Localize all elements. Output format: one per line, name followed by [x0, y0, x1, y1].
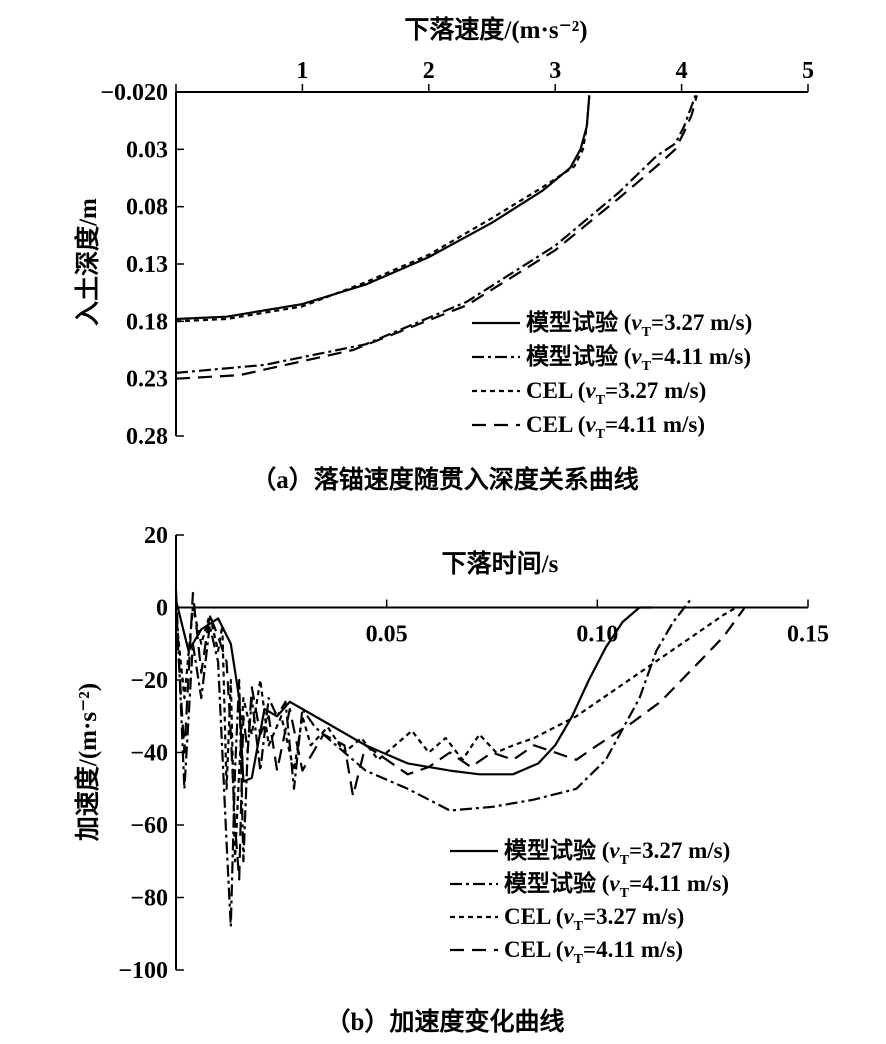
chart-a-x-tick-label: 3 [549, 58, 561, 84]
chart-a-x-tick-label: 1 [296, 58, 308, 84]
chart-a-series-4 [175, 95, 698, 380]
chart-a-legend-entry: 模型试验 (vT=3.27 m/s) [526, 309, 752, 340]
chart-a-series-3 [175, 95, 591, 323]
chart-a-y-tick-label: 0.28 [126, 424, 168, 450]
chart-a-x-tick-label: 5 [802, 58, 814, 84]
chart-a-series-1 [175, 95, 591, 321]
chart-a-y-tick-label: −0.020 [100, 80, 168, 106]
chart-a-ylabel: 入土深度/m [73, 198, 102, 326]
chart-b-series-2 [174, 589, 691, 928]
chart-a-legend-entry: 模型试验 (vT=4.11 m/s) [526, 343, 751, 374]
chart-b-x-tick-label: 0.15 [787, 622, 829, 648]
chart-b-legend-entry: 模型试验 (vT=4.11 m/s) [504, 870, 729, 901]
chart-b-legend-entry: 模型试验 (vT=3.27 m/s) [504, 837, 730, 868]
chart-a-y-tick-label: 0.03 [126, 137, 168, 163]
chart-b-y-tick-label: 0 [156, 596, 168, 622]
chart-b-y-tick-label: −60 [130, 813, 168, 839]
chart-b-ylabel: 加速度/(m·s⁻²) [73, 683, 102, 842]
chart-b: 下落时间/s 加速度/(m·s⁻²) 0.05 0.10 0.15 20 0 −20 −40… [73, 523, 829, 1036]
chart-b-series-3 [174, 606, 737, 863]
chart-b-series-4 [174, 591, 746, 881]
chart-b-legend-entry: CEL (vT=3.27 m/s) [504, 904, 684, 934]
chart-a: 下落速度/(m·s⁻²) 入土深度/m 1 2 3 4 5 −0.020 0.03 0.08 0… [73, 15, 814, 494]
chart-b-y-tick-label: −40 [130, 741, 168, 767]
chart-b-caption: （b）加速度变化曲线 [326, 1007, 565, 1036]
chart-b-y-tick-label: −20 [130, 668, 168, 694]
chart-a-x-tick-label: 4 [676, 58, 688, 84]
chart-a-y-tick-label: 0.18 [126, 309, 168, 335]
chart-b-y-tick-label: −100 [118, 958, 168, 984]
chart-a-legend-entry: CEL (vT=3.27 m/s) [526, 378, 706, 408]
chart-a-caption: （a）落锚速度随贯入深度关系曲线 [251, 465, 639, 494]
chart-a-y-tick-label: 0.13 [126, 252, 168, 278]
chart-a-xlabel: 下落速度/(m·s⁻²) [404, 15, 587, 44]
chart-a-y-tick-label: 0.08 [126, 195, 168, 221]
chart-b-legend-entry: CEL (vT=4.11 m/s) [504, 937, 683, 967]
chart-b-y-tick-label: 20 [144, 523, 168, 549]
chart-b-y-tick-label: −80 [130, 886, 168, 912]
chart-a-x-tick-label: 2 [423, 58, 435, 84]
chart-a-series-2 [175, 95, 697, 374]
chart-b-xlabel: 下落时间/s [442, 550, 559, 578]
chart-b-series-1 [174, 600, 653, 783]
chart-a-y-tick-label: 0.23 [126, 367, 168, 393]
chart-b-x-tick-label: 0.05 [366, 622, 408, 648]
chart-b-x-tick-label: 0.10 [576, 622, 618, 648]
chart-a-legend-entry: CEL (vT=4.11 m/s) [526, 412, 705, 442]
